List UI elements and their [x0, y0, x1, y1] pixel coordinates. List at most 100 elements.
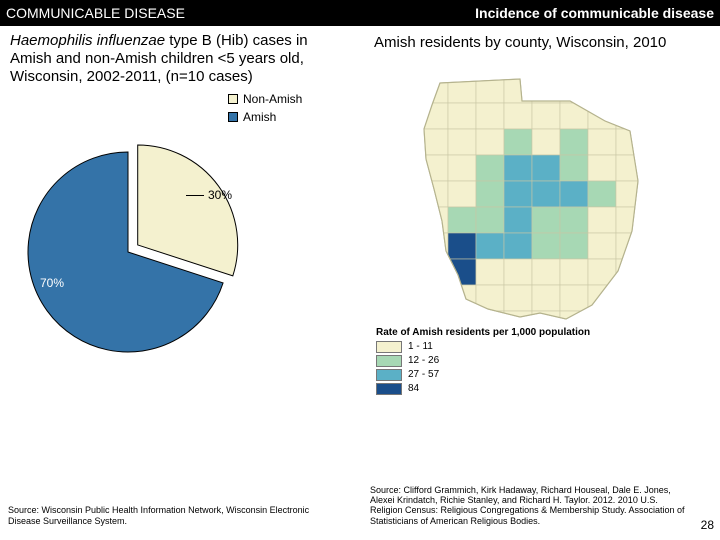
county-cell: [504, 155, 532, 181]
county-cell: [588, 77, 616, 103]
county-cell: [560, 207, 588, 233]
legend-label-amish: Amish: [243, 110, 276, 124]
legend-row-nonamish: Non-Amish: [228, 92, 302, 106]
county-cell: [504, 259, 532, 285]
county-cell: [476, 285, 504, 311]
county-cell: [560, 181, 588, 207]
pie-legend: Non-Amish Amish: [228, 92, 302, 128]
county-cell: [588, 233, 616, 259]
county-cell: [504, 233, 532, 259]
county-cell: [476, 155, 504, 181]
county-cell: [476, 181, 504, 207]
header-right: Incidence of communicable disease: [475, 5, 714, 21]
county-cell: [616, 285, 644, 311]
map-legend-label: 12 - 26: [408, 355, 439, 366]
county-cell: [420, 155, 448, 181]
county-cell: [560, 285, 588, 311]
county-cell: [532, 181, 560, 207]
map-legend-label: 84: [408, 383, 419, 394]
header-left: COMMUNICABLE DISEASE: [6, 5, 185, 21]
county-cell: [420, 259, 448, 285]
county-cell: [448, 233, 476, 259]
county-cell: [560, 155, 588, 181]
map-legend-row: 84: [376, 383, 590, 395]
slice-label-70: 70%: [40, 276, 64, 290]
map-legend-label: 27 - 57: [408, 369, 439, 380]
county-cell: [560, 259, 588, 285]
source-right: Source: Clifford Grammich, Kirk Hadaway,…: [370, 485, 690, 526]
county-cell: [560, 103, 588, 129]
map-legend-label: 1 - 11: [408, 341, 433, 352]
map-legend-title: Rate of Amish residents per 1,000 popula…: [376, 327, 590, 338]
county-cell: [532, 129, 560, 155]
county-cell: [476, 129, 504, 155]
county-cell: [504, 285, 532, 311]
legend-swatch-nonamish: [228, 94, 238, 104]
county-cell: [616, 77, 644, 103]
left-column: Haemophilis influenzae type B (Hib) case…: [0, 26, 360, 401]
county-cell: [448, 207, 476, 233]
county-cell: [476, 233, 504, 259]
legend-label-nonamish: Non-Amish: [243, 92, 302, 106]
map-legend-row: 12 - 26: [376, 355, 590, 367]
county-cell: [504, 129, 532, 155]
map-legend-swatch: [376, 341, 402, 353]
county-cell: [420, 103, 448, 129]
county-cell: [532, 259, 560, 285]
county-cell: [588, 103, 616, 129]
county-cell: [476, 259, 504, 285]
slice-label-30: 30%: [208, 188, 232, 202]
header-bar: COMMUNICABLE DISEASE Incidence of commun…: [0, 0, 720, 26]
map-legend-row: 1 - 11: [376, 341, 590, 353]
county-cell: [420, 285, 448, 311]
county-cell: [616, 207, 644, 233]
map-chart: Rate of Amish residents per 1,000 popula…: [370, 61, 700, 401]
county-cell: [588, 129, 616, 155]
county-cell: [420, 207, 448, 233]
county-cell: [588, 155, 616, 181]
county-cell: [560, 233, 588, 259]
legend-swatch-amish: [228, 112, 238, 122]
county-cell: [448, 285, 476, 311]
county-cell: [476, 207, 504, 233]
map-legend-swatch: [376, 369, 402, 381]
county-cell: [560, 77, 588, 103]
county-cell: [532, 233, 560, 259]
county-cell: [560, 129, 588, 155]
pie-svg: [10, 132, 270, 372]
county-cell: [616, 155, 644, 181]
county-cell: [448, 155, 476, 181]
map-legend-row: 27 - 57: [376, 369, 590, 381]
county-cell: [616, 181, 644, 207]
pie-slice-non-amish: [138, 145, 238, 276]
county-cell: [616, 103, 644, 129]
county-cell: [532, 103, 560, 129]
county-cell: [588, 285, 616, 311]
county-cell: [532, 285, 560, 311]
county-cell: [532, 77, 560, 103]
content: Haemophilis influenzae type B (Hib) case…: [0, 26, 720, 401]
wisconsin-map: [370, 61, 700, 361]
county-cell: [588, 207, 616, 233]
county-cell: [448, 103, 476, 129]
species-name: Haemophilis influenzae: [10, 32, 165, 49]
source-left: Source: Wisconsin Public Health Informat…: [8, 505, 338, 526]
map-legend-swatch: [376, 355, 402, 367]
county-cell: [532, 155, 560, 181]
map-legend: Rate of Amish residents per 1,000 popula…: [376, 327, 590, 397]
county-cell: [504, 77, 532, 103]
page-number: 28: [701, 518, 714, 532]
county-cell: [588, 311, 616, 337]
pie-chart: Non-Amish Amish 30% 70%: [10, 92, 350, 372]
leader-30: [186, 195, 204, 196]
county-cell: [448, 129, 476, 155]
county-cell: [616, 311, 644, 337]
county-cell: [476, 103, 504, 129]
left-heading: Haemophilis influenzae type B (Hib) case…: [10, 32, 350, 86]
map-legend-swatch: [376, 383, 402, 395]
county-cell: [504, 103, 532, 129]
county-cell: [448, 181, 476, 207]
county-cell: [504, 181, 532, 207]
legend-row-amish: Amish: [228, 110, 302, 124]
county-cell: [532, 207, 560, 233]
